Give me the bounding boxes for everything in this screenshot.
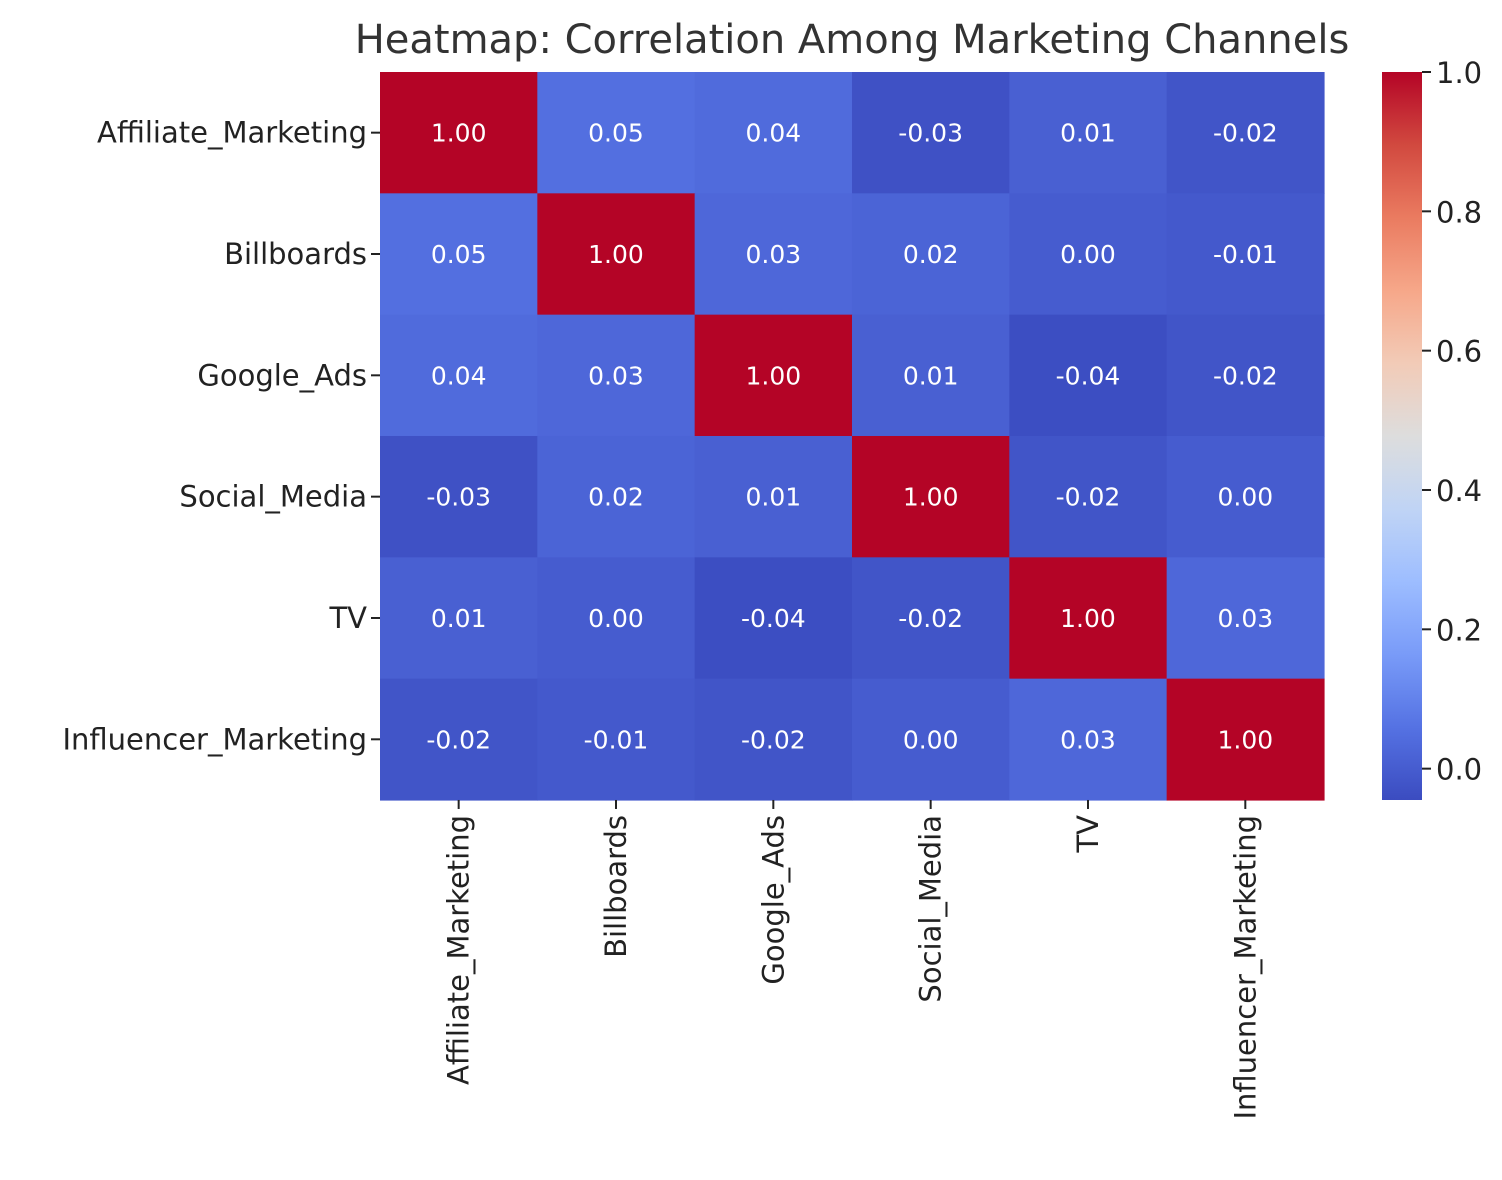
heatmap-cell [537, 314, 696, 437]
cell-value-label: 0.01 [745, 483, 801, 512]
cell-value-label: 0.05 [588, 119, 644, 148]
colorbar-gradient [1382, 72, 1422, 800]
heatmap-cell [380, 193, 538, 316]
heatmap-cell [694, 314, 853, 437]
heatmap-cell [1009, 193, 1168, 316]
x-tick-label: Social_Media [914, 815, 948, 1003]
heatmap-cell [380, 435, 538, 558]
cell-value-label: 0.03 [1060, 725, 1116, 754]
heatmap-cell [851, 314, 1010, 437]
cell-value-label: 0.00 [1217, 483, 1273, 512]
heatmap-cell [851, 72, 1010, 194]
cell-value-label: 0.00 [1060, 240, 1116, 269]
heatmap-cell [1009, 314, 1168, 437]
heatmap-cell [851, 557, 1010, 680]
heatmap-cell [1166, 678, 1325, 801]
cell-value-label: 0.02 [903, 240, 959, 269]
x-tick-label: TV [1071, 815, 1105, 854]
heatmap-cell [1166, 193, 1325, 316]
cell-value-label: -0.03 [426, 483, 491, 512]
cell-value-label: -0.04 [1056, 361, 1121, 390]
colorbar-tick-label: 0.4 [1436, 474, 1482, 508]
heatmap-cell [694, 72, 853, 194]
y-tick-label: TV [328, 601, 367, 635]
cell-value-label: -0.01 [584, 725, 649, 754]
heatmap-cell [1166, 314, 1325, 437]
heatmap-cell [380, 678, 538, 801]
heatmap-cell [694, 678, 853, 801]
cell-value-label: -0.02 [898, 604, 963, 633]
heatmap-cell [1009, 678, 1168, 801]
heatmap-cell [1009, 557, 1168, 680]
heatmap-cell [1166, 72, 1325, 194]
cell-value-label: -0.02 [741, 725, 806, 754]
cell-value-label: 1.00 [588, 240, 644, 269]
cell-value-label: 1.00 [1060, 604, 1116, 633]
cell-value-label: 0.00 [903, 725, 959, 754]
colorbar-tick-label: 0.0 [1436, 753, 1482, 787]
cell-value-label: -0.02 [426, 725, 491, 754]
heatmap-cell [537, 435, 696, 558]
x-tick-label: Google_Ads [756, 815, 790, 985]
y-tick-label: Social_Media [179, 480, 367, 514]
cell-value-label: -0.01 [1213, 240, 1278, 269]
cell-value-label: 1.00 [1217, 725, 1273, 754]
cell-value-label: 1.00 [745, 361, 801, 390]
colorbar-tick-label: 0.8 [1436, 195, 1482, 229]
heatmap-cell [1166, 435, 1325, 558]
y-tick-label: Google_Ads [197, 358, 367, 392]
heatmap-cell [851, 193, 1010, 316]
x-axis: Affiliate_Marketing Billboards Google_Ads S… [442, 799, 1262, 1120]
cell-value-label: 0.01 [1060, 119, 1116, 148]
heatmap-cell [1009, 72, 1168, 194]
heatmap-cell [694, 193, 853, 316]
colorbar-tick-label: 1.0 [1436, 56, 1482, 90]
heatmap-cell [851, 435, 1010, 558]
heatmap-cell [380, 557, 538, 680]
cell-value-label: 0.02 [588, 483, 644, 512]
heatmap-cell [1009, 435, 1168, 558]
colorbar: 0.0 0.2 0.4 0.6 0.8 1.0 [1382, 56, 1482, 800]
heatmap-cell [851, 678, 1010, 801]
heatmap-cell [694, 557, 853, 680]
cell-value-label: 0.00 [588, 604, 644, 633]
heatmap-cell [537, 193, 696, 316]
cell-value-label: 0.03 [588, 361, 644, 390]
x-tick-label: Influencer_Marketing [1228, 815, 1262, 1120]
cell-value-label: -0.02 [1056, 483, 1121, 512]
heatmap-cell [537, 678, 696, 801]
chart-title: Heatmap: Correlation Among Marketing Cha… [355, 17, 1350, 63]
cell-value-label: 0.05 [431, 240, 487, 269]
cell-value-label: 0.03 [745, 240, 801, 269]
y-tick-label: Billboards [224, 237, 367, 271]
cell-value-label: -0.02 [1213, 361, 1278, 390]
heatmap-cell [537, 557, 696, 680]
cell-value-label: 0.04 [431, 361, 487, 390]
cell-value-label: 1.00 [431, 119, 487, 148]
cell-value-label: 0.04 [745, 119, 801, 148]
colorbar-tick-label: 0.2 [1436, 613, 1482, 647]
y-axis: Affiliate_Marketing Billboards Google_Ads S… [62, 116, 380, 756]
heatmap-cell [380, 314, 538, 437]
cell-value-label: 0.03 [1217, 604, 1273, 633]
cell-value-label: 0.01 [431, 604, 487, 633]
y-tick-label: Affiliate_Marketing [97, 116, 367, 150]
x-tick-label: Billboards [599, 815, 633, 958]
cell-value-label: 0.01 [903, 361, 959, 390]
y-tick-label: Influencer_Marketing [62, 722, 367, 756]
x-tick-label: Affiliate_Marketing [442, 815, 476, 1085]
cell-value-label: -0.03 [898, 119, 963, 148]
heatmap-cell [694, 435, 853, 558]
cell-value-label: -0.02 [1213, 119, 1278, 148]
heatmap-cell [537, 72, 696, 194]
heatmap-cell-labels: 1.00 0.05 0.04 -0.03 0.01 -0.02 0.05 1.00 0.03 0.… [426, 119, 1277, 755]
heatmap-cell [380, 72, 538, 194]
cell-value-label: 1.00 [903, 483, 959, 512]
colorbar-tick-label: 0.6 [1436, 335, 1482, 369]
heatmap-cell [1166, 557, 1325, 680]
heatmap-cells [380, 72, 1325, 801]
cell-value-label: -0.04 [741, 604, 806, 633]
